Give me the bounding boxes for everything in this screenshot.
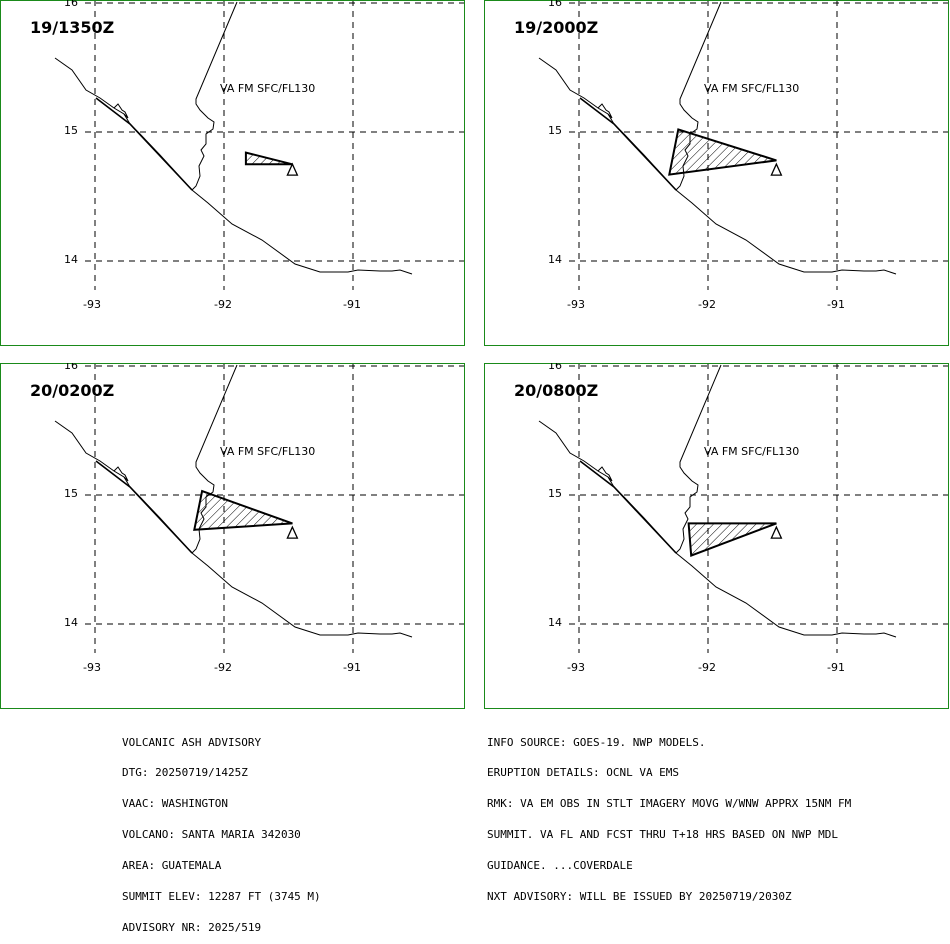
- panel-2: 19/2000Z VA FM SFC/FL130 16 15 14 -93 -9…: [484, 0, 949, 348]
- ash-layer-label: VA FM SFC/FL130: [220, 445, 316, 458]
- lon-tick-92: -92: [698, 298, 716, 311]
- map-svg-3: [54, 363, 465, 653]
- panel-time: 19/2000Z: [514, 18, 599, 37]
- lat-tick-16: 16: [64, 363, 78, 372]
- map-svg-2: [538, 0, 949, 290]
- lat-tick-14: 14: [548, 616, 562, 629]
- volcano-icon: [286, 162, 299, 176]
- advisory-line: SUMMIT ELEV: 12287 FT (3745 M): [122, 890, 321, 904]
- lon-tick-93: -93: [567, 298, 585, 311]
- volcano-icon: [770, 162, 783, 176]
- advisory-details-right: INFO SOURCE: GOES-19. NWP MODELS. ERUPTI…: [487, 717, 851, 913]
- advisory-line: RMK: VA EM OBS IN STLT IMAGERY MOVG W/WN…: [487, 797, 852, 811]
- advisory-line: GUIDANCE. ...COVERDALE: [487, 859, 633, 873]
- ash-layer-label: VA FM SFC/FL130: [220, 82, 316, 95]
- lon-tick-92: -92: [214, 661, 232, 674]
- advisory-line: ERUPTION DETAILS: OCNL VA EMS: [487, 766, 680, 780]
- lon-tick-91: -91: [343, 661, 361, 674]
- lon-tick-93: -93: [83, 661, 101, 674]
- lat-tick-14: 14: [64, 616, 78, 629]
- coastline-detail: [95, 97, 193, 191]
- country-border: [191, 1, 238, 191]
- coastline-detail: [95, 460, 193, 554]
- coastline-inlet: [113, 466, 129, 482]
- advisory-line: NXT ADVISORY: WILL BE ISSUED BY 20250719…: [487, 890, 792, 904]
- advisory-line: VAAC: WASHINGTON: [122, 797, 228, 811]
- volcano-icon: [286, 525, 299, 539]
- lat-tick-15: 15: [548, 124, 562, 137]
- advisory-line: INFO SOURCE: GOES-19. NWP MODELS.: [487, 735, 706, 749]
- lon-tick-91: -91: [827, 298, 845, 311]
- ash-layer-label: VA FM SFC/FL130: [704, 82, 800, 95]
- panel-time: 20/0800Z: [514, 381, 599, 400]
- panel-time: 19/1350Z: [30, 18, 115, 37]
- panel-1: 19/1350Z VA FM SFC/FL130 16 15 14 -93 -9…: [0, 0, 465, 348]
- coastline-detail: [579, 97, 677, 191]
- panel-3: 20/0200Z VA FM SFC/FL130 16 15 14 -93 -9…: [0, 363, 465, 711]
- country-border: [675, 364, 722, 554]
- advisory-line: AREA: GUATEMALA: [122, 859, 222, 873]
- lat-tick-15: 15: [64, 487, 78, 500]
- coastline-inlet: [597, 466, 613, 482]
- coastline: [538, 420, 897, 638]
- lon-tick-91: -91: [827, 661, 845, 674]
- coastline-inlet: [113, 103, 129, 119]
- lon-tick-91: -91: [343, 298, 361, 311]
- ash-cloud-polygon: [244, 151, 293, 166]
- lon-tick-93: -93: [567, 661, 585, 674]
- lat-tick-14: 14: [64, 253, 78, 266]
- lat-tick-15: 15: [548, 487, 562, 500]
- lat-tick-14: 14: [548, 253, 562, 266]
- coastline: [54, 420, 413, 638]
- lat-tick-16: 16: [548, 0, 562, 9]
- advisory-line: SUMMIT. VA FL AND FCST THRU T+18 HRS BAS…: [487, 828, 838, 842]
- lat-tick-15: 15: [64, 124, 78, 137]
- lat-tick-16: 16: [548, 363, 562, 372]
- panel-time: 20/0200Z: [30, 381, 115, 400]
- lon-tick-93: -93: [83, 298, 101, 311]
- map-svg-1: [54, 0, 465, 290]
- volcano-icon: [770, 525, 783, 539]
- lon-tick-92: -92: [698, 661, 716, 674]
- ash-cloud-polygon: [687, 522, 777, 558]
- ash-cloud-polygon: [668, 128, 777, 176]
- coastline-detail: [579, 460, 677, 554]
- coastline: [538, 57, 897, 275]
- ash-layer-label: VA FM SFC/FL130: [704, 445, 800, 458]
- ash-cloud-polygon: [193, 489, 293, 531]
- map-svg-4: [538, 363, 949, 653]
- advisory-line: VOLCANO: SANTA MARIA 342030: [122, 828, 301, 842]
- coastline-inlet: [597, 103, 613, 119]
- advisory-details-left: VOLCANIC ASH ADVISORY DTG: 20250719/1425…: [122, 717, 321, 944]
- lat-tick-16: 16: [64, 0, 78, 9]
- advisory-line: DTG: 20250719/1425Z: [122, 766, 248, 780]
- lon-tick-92: -92: [214, 298, 232, 311]
- advisory-line: ADVISORY NR: 2025/519: [122, 920, 262, 934]
- advisory-line: VOLCANIC ASH ADVISORY: [122, 735, 262, 749]
- panel-4: 20/0800Z VA FM SFC/FL130 16 15 14 -93 -9…: [484, 363, 949, 711]
- coastline: [54, 57, 413, 275]
